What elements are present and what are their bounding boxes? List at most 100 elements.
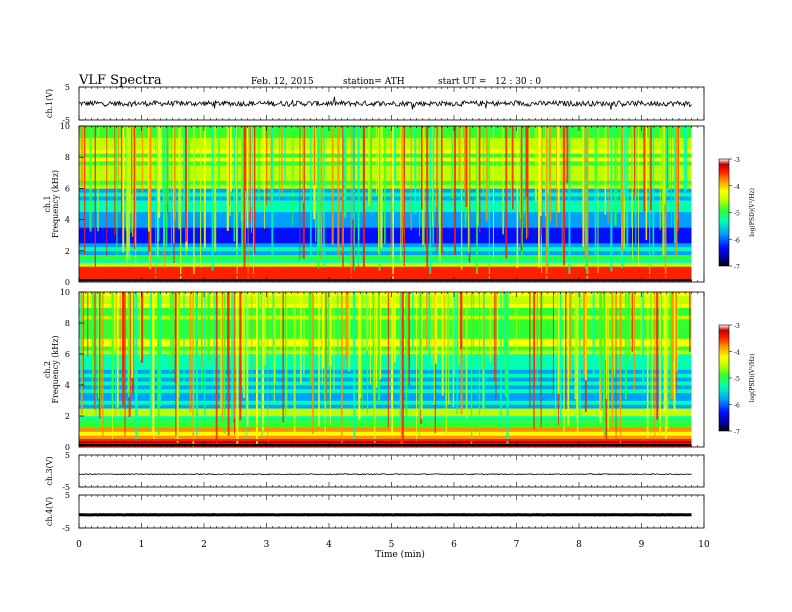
spectrogram-streak <box>149 292 152 430</box>
spectrogram-streak <box>100 292 102 409</box>
spectrogram-streak <box>155 126 157 280</box>
spectrogram-band <box>79 270 692 275</box>
spectrogram-streak <box>135 292 137 391</box>
spectrogram-streak <box>378 292 381 403</box>
spectrogram-streak <box>547 126 549 267</box>
spectrogram-streak <box>607 126 609 224</box>
waveform-line <box>78 96 692 110</box>
spectrogram-streak <box>300 292 302 385</box>
spectrogram-streak <box>199 126 202 268</box>
spectrogram-band <box>79 323 692 328</box>
spectrogram-streak <box>556 126 558 228</box>
spectrogram-streak <box>468 126 471 263</box>
spectrogram-streak <box>438 126 441 262</box>
spectrogram-streak <box>659 126 661 231</box>
spectrogram-streak <box>246 292 249 427</box>
spectrogram-streak <box>122 292 125 378</box>
spectrogram-streak <box>619 292 622 444</box>
spectrogram-streak <box>114 292 116 352</box>
spectrogram-streak <box>399 292 402 423</box>
spectrogram-streak <box>94 126 96 268</box>
spectrogram-streak <box>262 292 265 430</box>
spectrogram-streak <box>152 292 155 434</box>
spectrogram-streak <box>664 292 667 441</box>
spectrogram-streak <box>369 126 372 211</box>
spectrogram-streak <box>526 126 529 238</box>
colorbar <box>718 158 730 267</box>
spectrogram-streak <box>135 126 137 256</box>
spectrogram-streak <box>331 126 334 246</box>
spectrogram-band <box>79 369 692 374</box>
spectrogram-streak <box>429 126 432 277</box>
spectrogram-streak <box>611 292 614 428</box>
spectrogram-streak <box>174 292 177 384</box>
spectrogram-streak <box>646 292 649 439</box>
spectrogram-streak <box>102 292 104 438</box>
spectrogram-streak <box>568 292 572 380</box>
y-axis-label: ch.2 <box>43 361 52 378</box>
panel-ch2-spectrogram: 0 2 4 6 8 10 ch.2 Frequency (kHz) -3 -4 -5 -6 -7 log(… <box>43 288 756 452</box>
y-tick-label: 2 <box>65 412 70 421</box>
spectrogram-streak <box>369 292 371 384</box>
spectrogram-streak <box>634 126 637 214</box>
spectrogram-streak <box>619 292 622 353</box>
spectrogram-streak <box>674 126 676 244</box>
spectrogram-streak <box>83 292 85 391</box>
spectrogram-streak <box>436 126 438 252</box>
spectrogram-streak <box>441 292 444 396</box>
y-axis-label: ch.4(V) <box>45 497 54 526</box>
colorbar-tick-label: -6 <box>734 403 740 410</box>
spectrogram-streak <box>667 292 669 430</box>
spectrogram-band <box>79 373 692 378</box>
spectrogram-streak <box>231 292 234 423</box>
spectrogram-streak <box>563 292 565 432</box>
spectrogram-streak <box>400 292 403 447</box>
x-tick-label: 9 <box>639 540 645 550</box>
spectrogram-streak <box>583 292 586 376</box>
spectrogram-streak <box>80 292 82 374</box>
x-tick-label: 3 <box>264 540 270 550</box>
spectrogram-streak <box>340 292 343 443</box>
panel-ch3-waveform: 5 -5 ch.3(V) <box>45 451 705 492</box>
spectrogram-streak <box>548 126 551 182</box>
spectrogram-streak <box>445 292 448 435</box>
spectrogram-streak <box>89 126 92 232</box>
spectrogram-streak <box>565 292 567 410</box>
spectrogram-streak <box>192 292 194 442</box>
spectrogram-streak <box>350 126 352 279</box>
spectrogram-streak <box>117 126 120 182</box>
spectrogram-streak <box>333 292 335 391</box>
spectrogram-streak <box>458 292 460 364</box>
spectrogram-streak <box>271 126 274 263</box>
spectrogram-streak <box>443 292 445 348</box>
spectrogram-band <box>79 431 692 436</box>
spectrogram-streak <box>272 292 275 363</box>
spectrogram-streak <box>525 126 528 197</box>
figure-title: VLF Spectra <box>78 73 162 88</box>
spectrogram-streak <box>111 292 114 406</box>
spectrogram-streak <box>489 292 492 363</box>
spectrogram-streak <box>411 292 414 350</box>
colorbar-tick-label: -5 <box>734 211 740 218</box>
spectrogram-streak <box>256 292 259 444</box>
spectrogram-streak <box>624 292 627 400</box>
spectrogram-streak <box>324 292 327 437</box>
spectrogram-streak <box>97 292 99 399</box>
spectrogram-streak <box>342 126 344 270</box>
spectrogram-streak <box>422 126 424 246</box>
spectrogram-streak <box>410 126 412 231</box>
spectrogram-streak <box>327 292 330 369</box>
x-tick-label: 7 <box>514 540 520 550</box>
spectrogram-streak <box>384 126 386 244</box>
spectrogram-band <box>79 315 692 320</box>
spectrogram-streak <box>559 292 562 418</box>
spectrogram-streak <box>245 292 247 439</box>
spectrogram-streak <box>228 126 230 207</box>
spectrogram-band <box>79 435 692 440</box>
spectrogram-streak <box>92 292 95 374</box>
spectrogram-streak <box>504 292 507 397</box>
spectrogram-streak <box>623 126 626 196</box>
y-tick-label: 4 <box>65 381 70 390</box>
spectrogram-streak <box>545 126 546 217</box>
